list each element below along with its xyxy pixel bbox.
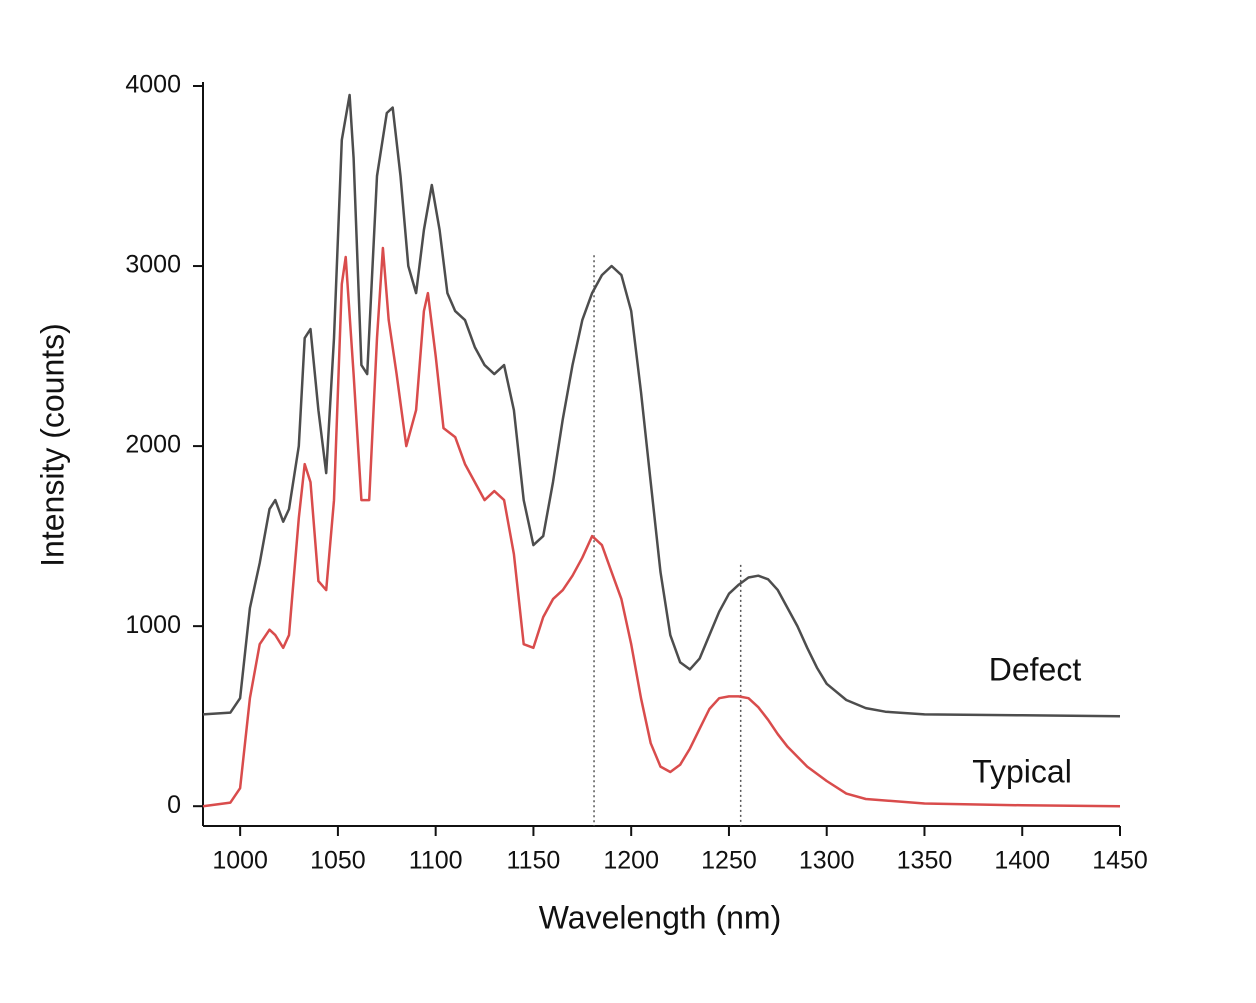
x-tick-label: 1200 [603,847,659,875]
series-line [202,93,1121,718]
x-tick-label: 1150 [507,847,561,875]
series-label: Typical [972,753,1072,789]
x-tick-label: 1350 [897,847,953,875]
y-tick-label: 2000 [125,431,181,459]
series-line [202,246,1121,808]
series-label: Defect [989,651,1082,687]
y-tick-label: 3000 [125,251,181,279]
x-tick-label: 1400 [994,847,1050,875]
y-tick-label: 1000 [125,611,181,639]
y-axis-label: Intensity (counts) [34,323,70,567]
x-tick-label: 1450 [1092,847,1148,875]
y-tick-label: 0 [167,791,181,819]
x-tick-label: 1000 [212,847,268,875]
x-tick-label: 1300 [799,847,855,875]
x-axis-label: Wavelength (nm) [539,899,781,935]
y-tick-label: 4000 [125,71,181,99]
x-tick-label: 1250 [701,847,757,875]
x-tick-label: 1100 [409,847,463,875]
x-tick-label: 1050 [310,847,366,875]
